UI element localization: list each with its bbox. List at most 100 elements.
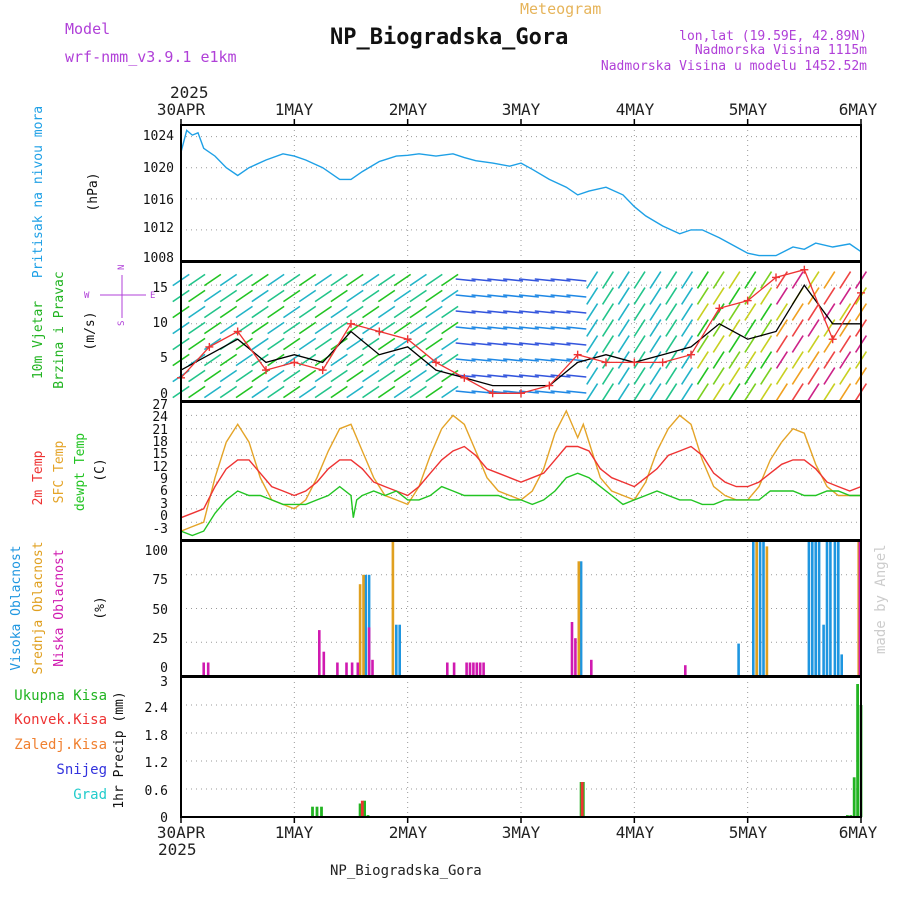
wind-barb: [188, 305, 206, 319]
wind-barb: [393, 289, 412, 303]
series-bar: [360, 800, 364, 817]
wind-barb: [219, 273, 238, 287]
cloud-tick: 75: [152, 573, 168, 588]
series-bar: [322, 651, 326, 676]
pressure-panel-label: Pritisak na nivou mora: [31, 106, 46, 278]
temp-tick: 21: [152, 423, 168, 438]
lonlat-readout: lon,lat (19.59E, 42.89N): [679, 29, 867, 44]
time-axis-top: 30APR 1MAY 2MAY 3MAY 4MAY 5MAY 6MAY: [157, 100, 878, 119]
wind-tick: 0: [160, 387, 168, 402]
pressure-tick: 1012: [143, 221, 174, 236]
pressure-tick: 1024: [143, 129, 174, 144]
wind-barb: [617, 287, 630, 305]
temp-dew-label: dewpt Temp: [73, 433, 88, 511]
wind-barb: [503, 342, 524, 346]
wind-barb: [425, 273, 443, 287]
wind-barb: [586, 287, 599, 305]
wind-barb: [441, 321, 459, 335]
wind-barb: [203, 289, 222, 303]
precip-tick: 0: [160, 811, 168, 826]
wind-barb: [586, 351, 599, 369]
wind-barb: [823, 287, 836, 305]
wind-barb: [712, 351, 725, 369]
series-bar: [320, 806, 323, 817]
precip-total-label: Ukupna Kisa: [14, 688, 107, 704]
wind-barb: [487, 374, 508, 378]
wind-barb: [807, 335, 820, 353]
wind-barb: [503, 374, 524, 378]
time-label-top: 2MAY: [389, 100, 428, 119]
wind-barb: [251, 337, 269, 351]
wind-barb: [807, 287, 820, 305]
wind-barb: [712, 367, 725, 385]
wind-barb: [409, 385, 427, 399]
wind-barb: [534, 278, 555, 282]
wind-barb: [586, 303, 599, 321]
wind-barb: [601, 287, 615, 305]
wind-barb: [377, 273, 396, 287]
series-bar: [356, 662, 360, 676]
wind-barb: [203, 385, 222, 399]
wind-barb: [566, 390, 587, 394]
wind-barb: [775, 303, 789, 321]
wind-barb: [728, 351, 741, 369]
model-name: wrf-nmm_v3.9.1 e1km: [65, 48, 237, 66]
compass-n: N: [117, 265, 127, 270]
wind-barb: [314, 321, 333, 335]
wind-barb: [471, 310, 492, 314]
wind-panel-label-1: 10m Vjetar: [31, 301, 46, 379]
pressure-tick: 1016: [143, 193, 174, 208]
time-label-bottom: 6MAY: [839, 823, 878, 842]
wind-barb: [601, 319, 615, 337]
wind-barb: [487, 310, 508, 314]
temp-2m-label: 2m Temp: [31, 450, 46, 505]
series-bar: [807, 541, 811, 676]
precip-frozen-label: Zaledj.Kisa: [14, 737, 107, 753]
series-bar: [811, 541, 814, 676]
wind-barb: [617, 303, 630, 321]
wind-barb: [791, 303, 804, 321]
wind-barb: [425, 385, 443, 399]
wind-barb: [696, 287, 709, 305]
wind-barb: [503, 278, 524, 282]
wind-barb: [550, 278, 571, 282]
wind-barb: [455, 390, 476, 394]
series-line: [180, 445, 862, 519]
wind-tick: 10: [152, 316, 168, 331]
grid-layer: [181, 125, 861, 817]
wind-barb: [282, 353, 301, 367]
wind-barb: [649, 319, 662, 337]
wind-barb: [728, 319, 741, 337]
wind-barb: [807, 383, 820, 401]
series-bar: [577, 561, 581, 677]
pressure-unit: (hPa): [86, 172, 101, 211]
wind-barb: [188, 337, 206, 351]
wind-barb: [393, 273, 412, 287]
time-label-top: 6MAY: [839, 100, 878, 119]
wind-barb: [566, 310, 587, 314]
elevation-readout: Nadmorska Visina 1115m: [695, 43, 867, 58]
time-axis-bottom: 30APR 1MAY 2MAY 3MAY 4MAY 5MAY 6MAY: [157, 823, 878, 842]
wind-barb: [487, 294, 508, 298]
series-bar: [758, 541, 762, 676]
wind-barb: [712, 319, 725, 337]
wind-barb: [346, 337, 364, 351]
wind-barb: [839, 351, 852, 369]
wind-barb: [728, 287, 741, 305]
model-elevation-readout: Nadmorska Visina u modelu 1452.52m: [601, 59, 867, 74]
wind-barb: [425, 369, 443, 383]
wind-barb: [455, 278, 476, 282]
wind-barb: [362, 305, 380, 319]
wind-barb: [471, 390, 492, 394]
wind-barb: [455, 342, 476, 346]
wind-barb: [235, 289, 253, 303]
series-bar: [574, 638, 577, 676]
wind-barb: [298, 289, 317, 303]
wind-barb: [586, 319, 599, 337]
wind-barb: [282, 321, 301, 335]
wind-barb: [775, 319, 789, 337]
wind-barb: [251, 385, 269, 399]
wind-barb: [775, 335, 789, 353]
series-bar: [367, 574, 371, 677]
